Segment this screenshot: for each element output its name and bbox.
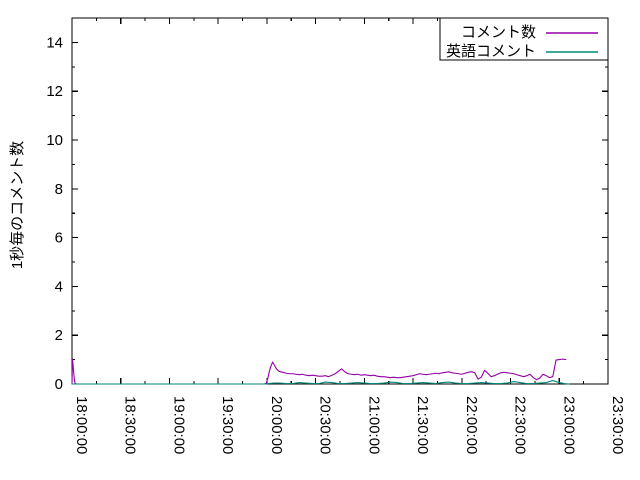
legend-box	[439, 17, 609, 61]
x-tick-label: 19:30:00	[219, 396, 236, 454]
x-tick-label: 22:30:00	[512, 396, 529, 454]
x-tick-label: 23:30:00	[609, 396, 626, 454]
x-tick-label: 20:00:00	[268, 396, 285, 454]
x-tick-label: 21:00:00	[365, 396, 382, 454]
y-tick-label: 4	[55, 278, 63, 295]
x-tick-label: 18:00:00	[73, 396, 90, 454]
legend-label-2: 英語コメント	[446, 42, 536, 60]
y-axis-ticks: 0 2 4 6 8 10 12 14	[46, 34, 608, 393]
x-tick-label: 20:30:00	[317, 396, 334, 454]
y-tick-label: 2	[55, 327, 63, 344]
x-tick-label: 23:00:00	[560, 396, 577, 454]
y-axis-title: 1秒毎のコメント数	[9, 141, 26, 269]
y-tick-label: 12	[46, 83, 63, 100]
x-tick-label: 21:30:00	[414, 396, 431, 454]
series-layer	[71, 358, 570, 385]
y-tick-label: 0	[55, 376, 63, 393]
y-tick-label: 8	[55, 181, 63, 198]
x-axis-ticks: 18:00:00 18:30:00 19:00:00 19:30:00 20:00:00…	[71, 18, 626, 454]
x-tick-label: 18:30:00	[122, 396, 139, 454]
series-line-2	[71, 380, 570, 385]
x-tick-label: 22:00:00	[463, 396, 480, 454]
series-line-1	[71, 358, 567, 385]
x-tick-label: 19:00:00	[170, 396, 187, 454]
y-tick-label: 6	[55, 230, 63, 247]
y-tick-label: 14	[46, 34, 63, 51]
plot-frame	[71, 17, 609, 385]
y-tick-label: 10	[46, 132, 63, 149]
legend-label-1: コメント数	[461, 24, 536, 41]
